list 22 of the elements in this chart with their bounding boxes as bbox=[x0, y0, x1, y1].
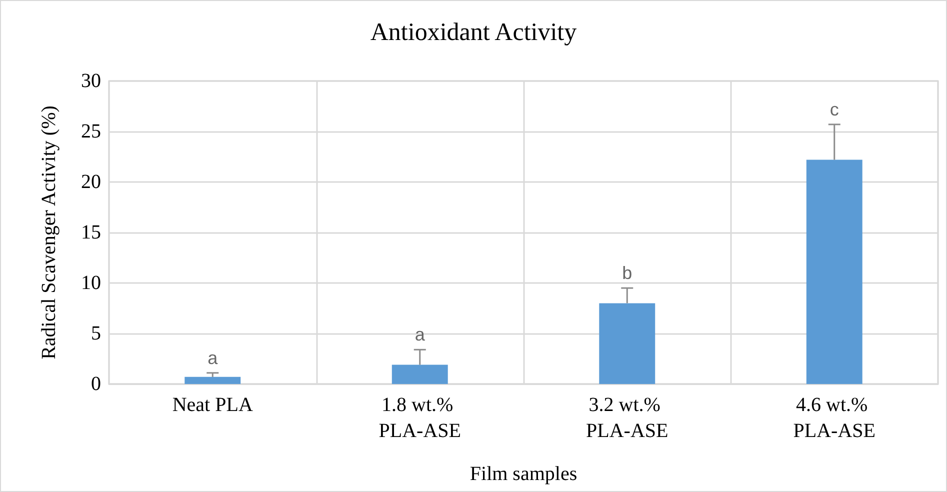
y-tick-label: 10 bbox=[81, 272, 101, 294]
annotation: c bbox=[830, 99, 839, 120]
y-tick-label: 5 bbox=[91, 322, 101, 344]
bar bbox=[599, 303, 656, 384]
x-tick-label: 3.2 wt.% PLA-ASE bbox=[586, 394, 668, 442]
y-tick-label: 0 bbox=[91, 373, 101, 395]
x-tick-label: 4.6 wt.% PLA-ASE bbox=[793, 394, 876, 442]
y-axis-title: Radical Scavenger Activity (%) bbox=[38, 106, 60, 360]
y-tick-label: 20 bbox=[81, 171, 101, 193]
x-tick-label: 1.8 wt.% PLA-ASE bbox=[378, 394, 461, 442]
y-tick-label: 30 bbox=[81, 70, 101, 92]
annotation: b bbox=[622, 263, 632, 284]
x-axis-title: Film samples bbox=[470, 463, 578, 485]
annotation: a bbox=[414, 324, 426, 345]
annotation: a bbox=[208, 348, 219, 368]
y-tick-label: 15 bbox=[81, 222, 101, 244]
y-tick-label: 25 bbox=[81, 120, 101, 142]
bar bbox=[184, 376, 241, 384]
chart-title: Antioxidant Activity bbox=[370, 19, 578, 46]
bar bbox=[806, 160, 862, 384]
bar bbox=[392, 364, 448, 384]
x-tick-label: Neat PLA bbox=[172, 394, 254, 416]
